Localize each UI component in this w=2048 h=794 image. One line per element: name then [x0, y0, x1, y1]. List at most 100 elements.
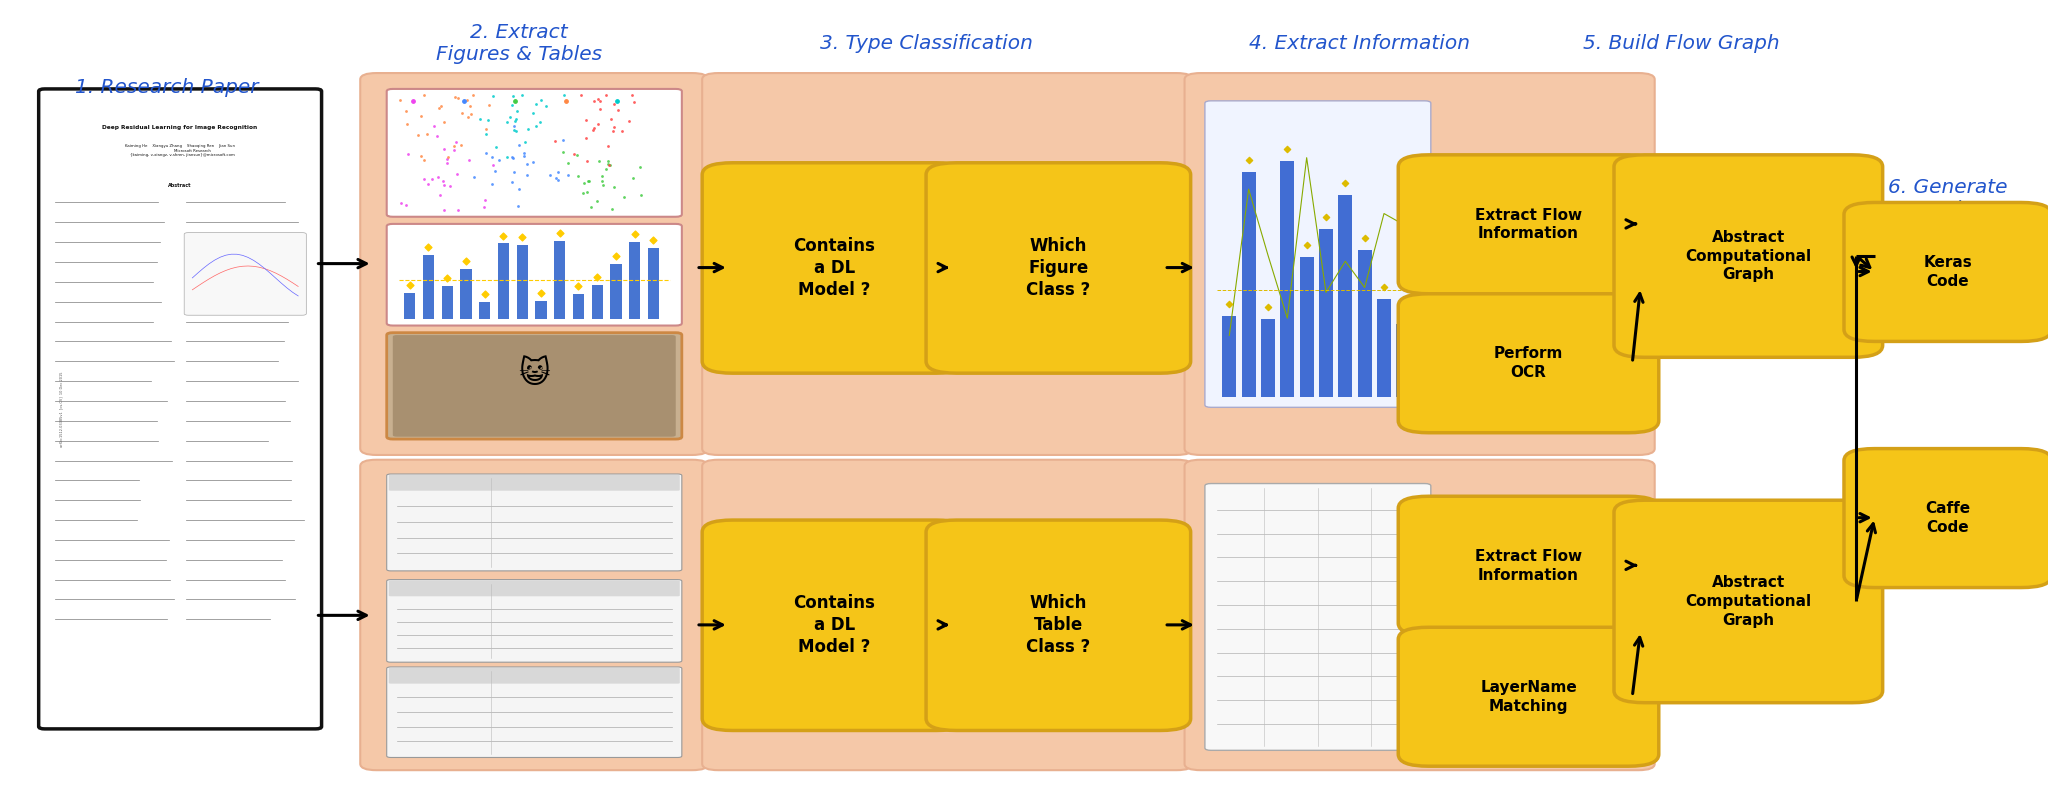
Point	[428, 179, 461, 192]
Point	[596, 125, 629, 137]
Point	[455, 107, 487, 120]
Point	[397, 94, 430, 107]
Point	[592, 159, 625, 172]
FancyBboxPatch shape	[926, 163, 1190, 373]
Point	[449, 94, 481, 107]
Point	[586, 179, 618, 191]
Point	[1309, 211, 1341, 224]
Point	[516, 107, 549, 120]
Point	[451, 254, 483, 267]
Point	[455, 99, 487, 112]
Point	[1212, 298, 1245, 310]
FancyBboxPatch shape	[360, 460, 709, 770]
Point	[571, 186, 604, 198]
Point	[498, 94, 530, 107]
Point	[467, 200, 500, 213]
Point	[600, 94, 633, 107]
Point	[477, 90, 510, 102]
Bar	[1397, 323, 1411, 397]
FancyBboxPatch shape	[393, 335, 676, 437]
Point	[594, 113, 627, 125]
Point	[584, 94, 616, 107]
Point	[440, 135, 473, 148]
Point	[410, 128, 442, 141]
FancyBboxPatch shape	[1399, 496, 1659, 635]
Point	[510, 136, 543, 148]
Point	[408, 153, 440, 166]
Point	[496, 176, 528, 189]
Point	[598, 181, 631, 194]
FancyBboxPatch shape	[1614, 155, 1882, 357]
FancyBboxPatch shape	[702, 460, 1192, 770]
Point	[547, 89, 580, 102]
Point	[487, 229, 520, 242]
FancyBboxPatch shape	[702, 73, 1192, 455]
Bar	[1376, 299, 1391, 397]
Bar	[629, 242, 641, 319]
Point	[590, 89, 623, 102]
Point	[389, 198, 422, 211]
Point	[1290, 238, 1323, 251]
Text: Perform
OCR: Perform OCR	[1493, 346, 1563, 380]
Point	[453, 154, 485, 167]
Point	[596, 203, 629, 216]
Point	[518, 120, 551, 133]
Text: 3. Type Classification: 3. Type Classification	[819, 34, 1032, 53]
Point	[422, 102, 455, 114]
Point	[383, 94, 416, 106]
Bar	[610, 264, 623, 319]
Text: Deep Residual Learning for Image Recognition: Deep Residual Learning for Image Recogni…	[102, 125, 258, 129]
Point	[1348, 232, 1380, 245]
Point	[444, 139, 477, 152]
Point	[442, 204, 475, 217]
Point	[440, 168, 473, 180]
FancyBboxPatch shape	[39, 89, 322, 729]
Bar	[442, 286, 453, 319]
Point	[393, 279, 426, 291]
Point	[389, 105, 422, 118]
Point	[426, 100, 459, 113]
Point	[438, 140, 471, 152]
Point	[391, 148, 424, 160]
Point	[573, 175, 606, 187]
Point	[412, 241, 444, 253]
Point	[561, 170, 594, 183]
Point	[502, 139, 535, 152]
Point	[510, 158, 543, 171]
Point	[506, 89, 539, 102]
Point	[502, 183, 535, 195]
Point	[637, 233, 670, 246]
Point	[434, 179, 467, 192]
Point	[602, 103, 635, 116]
Point	[524, 115, 557, 128]
Point	[426, 175, 459, 187]
FancyBboxPatch shape	[387, 667, 682, 757]
Point	[438, 144, 471, 156]
Point	[473, 98, 506, 111]
Point	[547, 134, 580, 147]
FancyBboxPatch shape	[387, 580, 682, 662]
Point	[565, 89, 598, 102]
Point	[412, 178, 444, 191]
Text: Which
Figure
Class ?: Which Figure Class ?	[1026, 237, 1090, 299]
Text: arXiv:1512.03385v1  [cs.CV]  10 Dec 2015: arXiv:1512.03385v1 [cs.CV] 10 Dec 2015	[59, 371, 63, 447]
Point	[401, 129, 434, 141]
Bar	[461, 268, 471, 319]
Point	[543, 227, 575, 240]
FancyBboxPatch shape	[1399, 294, 1659, 433]
Point	[516, 156, 549, 169]
Point	[551, 168, 584, 181]
FancyBboxPatch shape	[387, 474, 682, 571]
Point	[518, 98, 551, 111]
Point	[524, 94, 557, 106]
Point	[571, 155, 604, 168]
Text: Abstract
Computational
Graph: Abstract Computational Graph	[1686, 230, 1810, 282]
Point	[469, 128, 502, 141]
Point	[479, 141, 512, 153]
Point	[471, 114, 504, 126]
Point	[592, 155, 625, 168]
FancyBboxPatch shape	[1204, 101, 1432, 407]
Point	[510, 168, 543, 181]
Bar	[1337, 195, 1352, 397]
Bar	[1241, 172, 1255, 397]
